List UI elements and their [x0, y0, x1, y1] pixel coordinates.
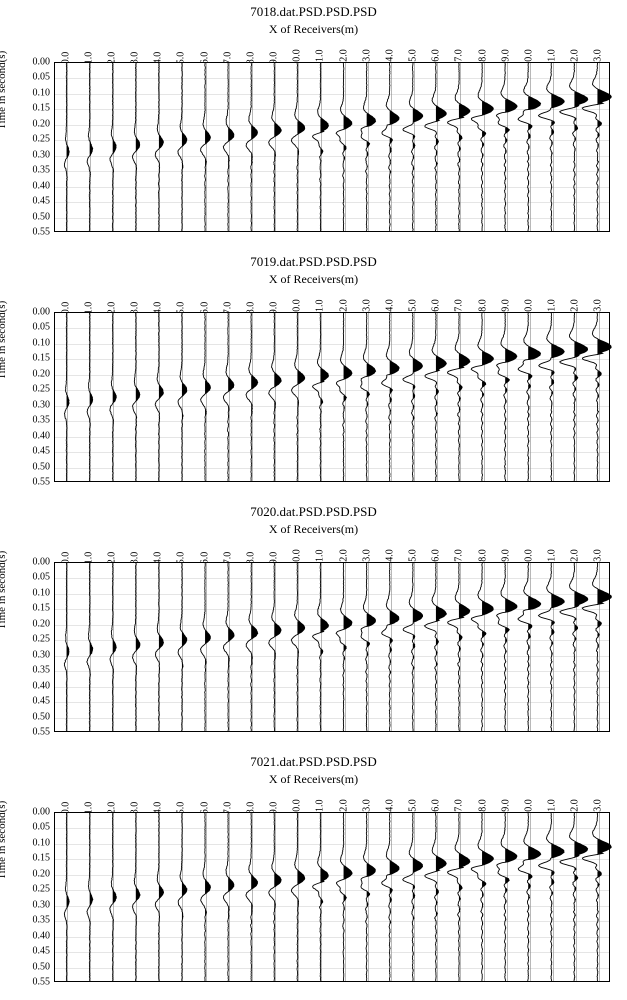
- y-tick: 0.50: [33, 961, 51, 972]
- y-tick: 0.15: [33, 853, 51, 864]
- y-tick: 0.50: [33, 211, 51, 222]
- y-tick: 0.40: [33, 180, 51, 191]
- y-tick: 0.30: [33, 149, 51, 160]
- x-axis-label: X of Receivers(m): [0, 22, 627, 37]
- y-tick: 0.30: [33, 399, 51, 410]
- y-tick: 0.20: [33, 618, 51, 629]
- wiggle-traces: [55, 63, 609, 231]
- y-tick: 0.25: [33, 134, 51, 145]
- x-ticks: 0.01.02.03.04.05.06.07.08.09.010.011.012…: [54, 36, 610, 62]
- y-tick: 0.30: [33, 899, 51, 910]
- x-ticks: 0.01.02.03.04.05.06.07.08.09.010.011.012…: [54, 536, 610, 562]
- y-tick: 0.25: [33, 634, 51, 645]
- y-tick: 0.55: [33, 977, 51, 988]
- y-tick: 0.10: [33, 87, 51, 98]
- y-tick: 0.35: [33, 165, 51, 176]
- y-tick: 0.50: [33, 461, 51, 472]
- y-tick: 0.15: [33, 103, 51, 114]
- y-tick: 0.45: [33, 696, 51, 707]
- y-tick: 0.40: [33, 680, 51, 691]
- y-tick: 0.10: [33, 587, 51, 598]
- panel-title: 7021.dat.PSD.PSD.PSD: [0, 754, 627, 770]
- x-axis-label: X of Receivers(m): [0, 272, 627, 287]
- seismic-panel: 7018.dat.PSD.PSD.PSD X of Receivers(m) Tim…: [0, 0, 627, 250]
- y-tick: 0.10: [33, 837, 51, 848]
- y-tick: 0.40: [33, 430, 51, 441]
- y-tick: 0.55: [33, 477, 51, 488]
- y-tick: 0.40: [33, 930, 51, 941]
- y-tick: 0.55: [33, 727, 51, 738]
- plot-area: [54, 62, 610, 232]
- plot-area: [54, 562, 610, 732]
- y-axis-label: Time in second(s): [0, 801, 8, 880]
- plot-area: [54, 812, 610, 982]
- y-tick: 0.45: [33, 446, 51, 457]
- panel-title: 7018.dat.PSD.PSD.PSD: [0, 4, 627, 20]
- wiggle-traces: [55, 313, 609, 481]
- y-tick: 0.00: [33, 557, 51, 568]
- y-tick: 0.20: [33, 868, 51, 879]
- y-tick: 0.45: [33, 196, 51, 207]
- y-tick: 0.25: [33, 884, 51, 895]
- wiggle-traces: [55, 813, 609, 981]
- y-axis-label: Time in second(s): [0, 551, 8, 630]
- y-tick: 0.05: [33, 822, 51, 833]
- y-tick: 0.45: [33, 946, 51, 957]
- plot-area: [54, 312, 610, 482]
- y-tick: 0.35: [33, 665, 51, 676]
- seismic-panel: 7021.dat.PSD.PSD.PSD X of Receivers(m) Tim…: [0, 750, 627, 1000]
- y-tick: 0.35: [33, 415, 51, 426]
- y-ticks: 0.000.050.100.150.200.250.300.350.400.45…: [24, 812, 52, 982]
- y-tick: 0.05: [33, 72, 51, 83]
- x-axis-label: X of Receivers(m): [0, 772, 627, 787]
- y-tick: 0.55: [33, 227, 51, 238]
- y-tick: 0.30: [33, 649, 51, 660]
- panel-title: 7019.dat.PSD.PSD.PSD: [0, 254, 627, 270]
- y-tick: 0.05: [33, 322, 51, 333]
- y-tick: 0.15: [33, 603, 51, 614]
- y-tick: 0.20: [33, 118, 51, 129]
- wiggle-traces: [55, 563, 609, 731]
- y-tick: 0.35: [33, 915, 51, 926]
- seismic-panel: 7020.dat.PSD.PSD.PSD X of Receivers(m) Tim…: [0, 500, 627, 750]
- y-axis-label: Time in second(s): [0, 301, 8, 380]
- y-ticks: 0.000.050.100.150.200.250.300.350.400.45…: [24, 62, 52, 232]
- y-tick: 0.05: [33, 572, 51, 583]
- x-ticks: 0.01.02.03.04.05.06.07.08.09.010.011.012…: [54, 286, 610, 312]
- y-tick: 0.25: [33, 384, 51, 395]
- y-tick: 0.15: [33, 353, 51, 364]
- y-axis-label: Time in second(s): [0, 51, 8, 130]
- panel-title: 7020.dat.PSD.PSD.PSD: [0, 504, 627, 520]
- y-tick: 0.00: [33, 307, 51, 318]
- y-tick: 0.50: [33, 711, 51, 722]
- y-tick: 0.10: [33, 337, 51, 348]
- y-ticks: 0.000.050.100.150.200.250.300.350.400.45…: [24, 562, 52, 732]
- y-tick: 0.20: [33, 368, 51, 379]
- y-tick: 0.00: [33, 57, 51, 68]
- x-axis-label: X of Receivers(m): [0, 522, 627, 537]
- seismic-panel: 7019.dat.PSD.PSD.PSD X of Receivers(m) Tim…: [0, 250, 627, 500]
- y-ticks: 0.000.050.100.150.200.250.300.350.400.45…: [24, 312, 52, 482]
- y-tick: 0.00: [33, 807, 51, 818]
- x-ticks: 0.01.02.03.04.05.06.07.08.09.010.011.012…: [54, 786, 610, 812]
